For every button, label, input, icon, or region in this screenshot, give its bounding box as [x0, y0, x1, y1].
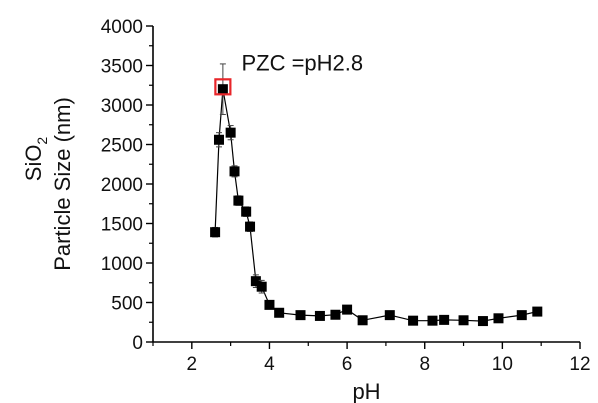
x-axis-title: pH	[352, 379, 380, 403]
data-point	[516, 310, 527, 321]
data-point	[295, 310, 306, 321]
data-point	[342, 304, 353, 315]
data-point	[493, 313, 504, 324]
y-axis-title-line2: Particle Size (nm)	[50, 97, 75, 271]
data-point	[532, 306, 543, 317]
data-point	[229, 166, 240, 177]
data-point	[314, 310, 325, 321]
text-layer: PZC =pH2.8 pH Particle Size (nm) SiO2	[21, 51, 381, 403]
data-point	[264, 299, 275, 310]
data-point	[408, 315, 419, 326]
data-point	[384, 310, 395, 321]
y-axis-title-line1: SiO2	[21, 137, 50, 182]
y-tick-label: 2000	[101, 175, 143, 196]
y-axis-title-subscript: 2	[34, 137, 50, 145]
x-tick-label: 4	[264, 354, 275, 375]
data-point	[256, 281, 267, 292]
data-point	[245, 221, 256, 232]
data-point	[210, 227, 221, 238]
data-point	[233, 195, 244, 206]
data-layer	[210, 63, 543, 327]
data-point	[357, 315, 368, 326]
data-point	[225, 127, 236, 138]
x-tick-label: 12	[569, 354, 590, 375]
y-tick-label: 3000	[101, 96, 143, 117]
data-point	[330, 309, 341, 320]
y-tick-label: 4000	[101, 17, 143, 38]
pzc-highlight-marker	[214, 78, 232, 96]
data-point	[458, 315, 469, 326]
y-axis-title-main: SiO	[21, 145, 46, 182]
axes-layer: 2 4 6 8 10 12 0 500 1000 1500 2000 2500 3000 3500 4000	[101, 17, 591, 375]
y-tick-label: 1500	[101, 215, 143, 236]
data-point	[241, 206, 252, 217]
data-point	[477, 316, 488, 327]
y-tick-label: 3500	[101, 57, 143, 78]
y-tick-label: 500	[111, 294, 143, 315]
y-tick-label: 1000	[101, 254, 143, 275]
data-point	[250, 276, 261, 287]
x-tick-label: 2	[187, 354, 198, 375]
x-tick-label: 10	[492, 354, 513, 375]
pzc-annotation: PZC =pH2.8	[241, 51, 363, 76]
data-point	[439, 314, 450, 325]
x-tick-label: 8	[419, 354, 430, 375]
y-tick-label: 0	[132, 333, 143, 354]
x-tick-label: 6	[342, 354, 353, 375]
data-point	[274, 307, 285, 318]
data-point	[427, 315, 438, 326]
y-tick-label: 2500	[101, 136, 143, 157]
data-point	[217, 84, 228, 95]
data-point	[213, 134, 224, 145]
